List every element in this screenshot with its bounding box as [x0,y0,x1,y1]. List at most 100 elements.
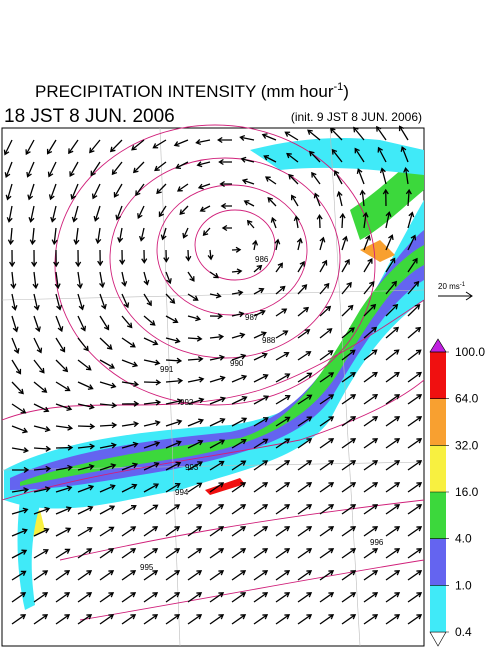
wind-arrow [199,205,211,212]
wind-arrow [263,154,277,163]
wind-arrow [121,337,136,348]
wind-arrow [165,570,181,581]
wind-arrow [407,349,422,361]
wind-arrow [385,526,401,537]
wind-arrow [179,205,189,216]
wind-arrow [55,506,72,515]
wind-arrow [319,236,326,251]
wind-arrow [32,271,39,290]
title: PRECIPITATION INTENSITY (mm hour-1) [35,81,349,101]
wind-arrow [363,257,373,273]
wind-arrow [11,592,27,603]
isobar-label: 987 [245,313,259,322]
isobar-label: 996 [370,538,384,547]
wind-arrow [77,527,93,537]
wind-arrow [33,465,52,472]
wind-arrow [209,271,220,279]
wind-arrow [160,227,167,241]
isobar-label: 991 [160,365,174,374]
wind-arrow [121,483,138,493]
wind-arrow [132,161,145,174]
wind-arrow [75,249,82,268]
wind-arrow [231,592,247,603]
wind-arrow [46,139,57,155]
wind-arrow [385,482,401,493]
wind-arrow [5,183,13,201]
wind-arrow [187,418,204,427]
wind-arrow [319,438,335,449]
wind-arrow [33,425,51,433]
isobar-label: 988 [262,336,276,345]
wind-arrow [165,293,176,304]
colorbar-label: 16.0 [455,485,479,499]
wind-arrow [240,156,255,163]
wind-arrow [297,351,312,361]
wind-arrow [154,161,167,172]
wind-arrow [143,379,162,386]
wind-arrow [209,482,225,493]
wind-arrow [55,315,64,333]
wind-arrow [33,486,51,493]
isobar-labels: 986 987 988 990 991 992 993 994 995 996 [140,255,384,572]
wind-arrow [253,287,265,295]
wind-arrow [11,425,29,434]
wind-arrow [253,374,269,383]
wind-arrow [11,614,27,625]
wind-arrow [319,460,335,471]
wind-arrow [385,349,400,361]
wind-legend-arrow [438,291,473,301]
wind-arrow [117,227,124,243]
wind-arrow [33,614,49,625]
wind-arrow [187,482,203,493]
wind-arrow [31,249,38,268]
wind-arrow [70,183,79,200]
wind-arrow [275,570,291,581]
wind-arrow [99,402,118,409]
wind-arrow [407,303,421,317]
wind-arrow [51,227,58,246]
wind-arrow [77,505,94,515]
wind-arrow [363,482,379,493]
wind-arrow [297,504,313,515]
wind-arrow [143,592,159,603]
wind-arrow [253,548,269,559]
wind-arrow [407,416,423,427]
wind-arrow [69,161,79,178]
wind-arrow [99,505,116,515]
wind-arrow [385,234,394,251]
wind-arrow [11,507,29,515]
wind-arrow [55,592,71,603]
wind-arrow [121,526,137,537]
wind-arrow [341,371,356,383]
wind-arrow [77,592,93,603]
wind-arrow [165,461,182,471]
wind-arrow [275,460,291,471]
wind-arrow [341,526,357,537]
wind-arrow [297,260,305,273]
wind-arrow [385,371,400,383]
wind-arrow [143,570,159,581]
wind-arrow [341,327,355,339]
colorbar-band [430,538,446,586]
wind-arrow [55,424,74,431]
wind-arrow [11,487,30,494]
wind-arrow [68,139,79,155]
wind-arrow [319,504,335,515]
wind-arrow [377,146,387,163]
wind-arrow [4,161,13,179]
wind-arrow [29,227,36,246]
wind-arrow [209,614,225,625]
colorbar-label: 100.0 [455,345,485,359]
wind-arrow [341,614,357,625]
wind-arrow [252,239,259,251]
wind-arrow [319,259,328,273]
wind-arrow [6,205,13,223]
wind-arrow [11,466,30,473]
wind-arrow [288,173,299,185]
wind-arrow [209,570,225,581]
wind-arrow [10,271,17,290]
wind-arrow [385,614,401,625]
wind-arrow [407,504,423,515]
wind-arrow [284,131,299,141]
wind-arrow [209,504,225,515]
